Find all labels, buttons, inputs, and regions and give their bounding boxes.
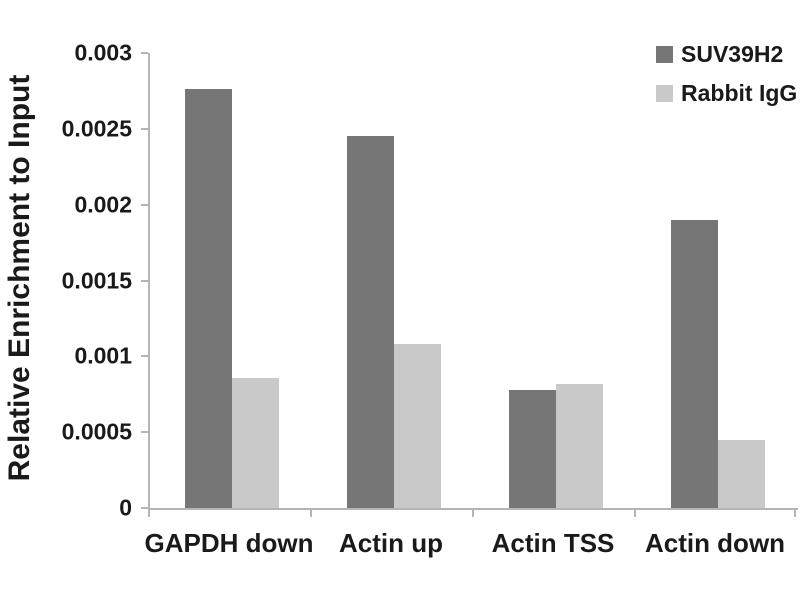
legend-label: SUV39H2 bbox=[681, 41, 784, 67]
x-category-label: Actin down bbox=[644, 528, 786, 558]
bar-rabbit-igg bbox=[556, 383, 603, 508]
plot-area bbox=[148, 53, 798, 510]
y-tick-mark bbox=[141, 431, 148, 434]
x-tick-mark bbox=[310, 510, 312, 517]
x-tick-mark bbox=[148, 510, 150, 517]
y-tick-label: 0.003 bbox=[74, 39, 132, 66]
legend-swatch-icon bbox=[656, 46, 673, 63]
legend-item-rabbit-igg: Rabbit IgG bbox=[656, 80, 797, 107]
x-category-label: Actin up bbox=[339, 528, 443, 558]
bar-rabbit-igg bbox=[718, 439, 765, 508]
bar-suv39h2 bbox=[347, 136, 394, 508]
y-tick-mark bbox=[141, 355, 148, 358]
y-tick-mark bbox=[141, 507, 148, 509]
x-tick-mark bbox=[472, 510, 474, 517]
bar-rabbit-igg bbox=[232, 377, 279, 508]
y-tick-label: 0.0025 bbox=[61, 115, 132, 142]
bar-rabbit-igg bbox=[394, 344, 441, 508]
x-tick-mark bbox=[634, 510, 636, 517]
legend-label: Rabbit IgG bbox=[681, 80, 798, 106]
bar-suv39h2 bbox=[671, 219, 718, 508]
bar-suv39h2 bbox=[509, 389, 556, 508]
y-tick-label: 0.002 bbox=[74, 191, 132, 218]
y-tick-label: 0.0015 bbox=[61, 267, 132, 293]
legend-item-suv39h2: SUV39H2 bbox=[656, 41, 797, 68]
y-tick-label: 0.001 bbox=[74, 342, 132, 369]
bar-suv39h2 bbox=[185, 89, 232, 508]
y-tick-mark bbox=[141, 127, 148, 130]
y-tick-mark bbox=[141, 203, 148, 206]
legend: SUV39H2 Rabbit IgG bbox=[656, 41, 797, 107]
y-tick-mark bbox=[141, 52, 148, 54]
y-tick-mark bbox=[141, 279, 148, 282]
x-category-label: Actin TSS bbox=[491, 528, 615, 558]
x-category-label: GAPDH down bbox=[144, 528, 314, 558]
y-tick-label: 0 bbox=[119, 494, 132, 521]
x-tick-mark bbox=[794, 510, 796, 517]
legend-swatch-icon bbox=[656, 85, 673, 102]
y-tick-label: 0.0005 bbox=[61, 418, 132, 445]
